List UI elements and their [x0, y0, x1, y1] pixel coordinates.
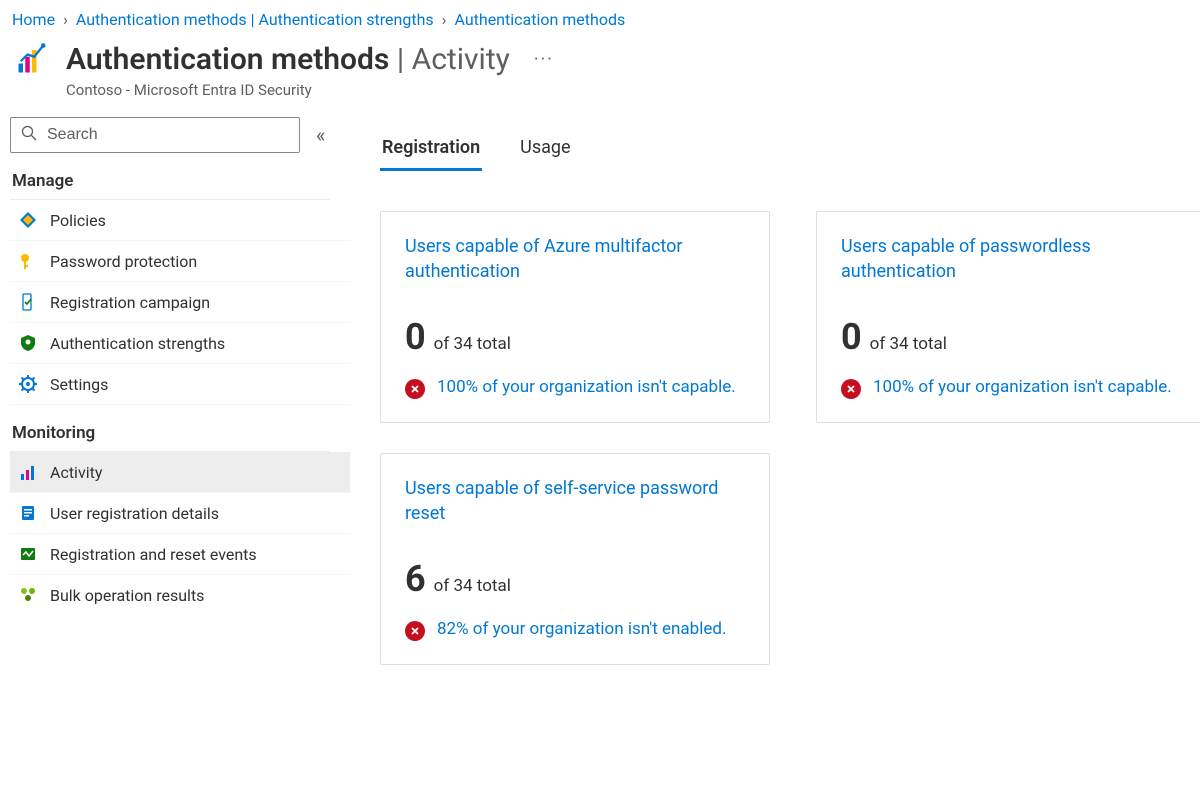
title-separator: | — [393, 42, 408, 77]
breadcrumb-item-auth-strengths[interactable]: Authentication methods | Authentication … — [76, 10, 434, 29]
phone-check-icon — [18, 292, 38, 312]
tab-registration[interactable]: Registration — [380, 133, 482, 171]
card-total: of 34 total — [434, 576, 511, 596]
sidebar-item-label: Authentication strengths — [50, 334, 225, 353]
chevron-right-icon: › — [442, 10, 447, 29]
status-text-link[interactable]: 100% of your organization isn't capable. — [873, 376, 1172, 400]
card-status: 100% of your organization isn't capable. — [405, 376, 745, 400]
page-subtitle: Activity — [412, 42, 510, 77]
breadcrumb-item-home[interactable]: Home — [12, 10, 55, 29]
sidebar: « Manage Policies Password protection Re… — [0, 113, 350, 797]
card-count-row: 0 of 34 total — [841, 286, 1181, 376]
card-count: 6 — [405, 558, 426, 600]
sidebar-item-label: User registration details — [50, 504, 219, 523]
error-icon — [841, 379, 861, 399]
tab-usage[interactable]: Usage — [518, 133, 572, 171]
sidebar-item-bulk-operation-results[interactable]: Bulk operation results — [10, 575, 350, 615]
search-box[interactable] — [10, 117, 300, 153]
card-total: of 34 total — [870, 334, 947, 354]
card-status: 100% of your organization isn't capable. — [841, 376, 1181, 400]
sidebar-section-monitoring: Monitoring — [10, 405, 330, 452]
card-title-link[interactable]: Users capable of passwordless authentica… — [841, 234, 1181, 286]
card-count-row: 0 of 34 total — [405, 286, 745, 376]
sidebar-item-settings[interactable]: Settings — [10, 364, 350, 405]
sidebar-item-label: Bulk operation results — [50, 586, 204, 605]
sidebar-item-policies[interactable]: Policies — [10, 200, 350, 241]
card-status: 82% of your organization isn't enabled. — [405, 618, 745, 642]
sidebar-item-user-registration-details[interactable]: User registration details — [10, 493, 350, 534]
search-icon — [21, 125, 37, 145]
card-count: 0 — [841, 316, 862, 358]
card-mfa-capable: Users capable of Azure multifactor authe… — [380, 211, 770, 423]
page-title-row: Authentication methods | Activity ··· — [0, 33, 1200, 81]
policies-icon — [18, 210, 38, 230]
sidebar-item-label: Registration and reset events — [50, 545, 257, 564]
search-input[interactable] — [45, 125, 289, 145]
sidebar-item-label: Registration campaign — [50, 293, 210, 312]
status-text-link[interactable]: 82% of your organization isn't enabled. — [437, 618, 726, 642]
card-sspr-capable: Users capable of self-service password r… — [380, 453, 770, 665]
error-icon — [405, 621, 425, 641]
gear-icon — [18, 374, 38, 394]
card-total: of 34 total — [434, 334, 511, 354]
doc-icon — [18, 503, 38, 523]
cards-grid: Users capable of Azure multifactor authe… — [380, 171, 1200, 665]
sidebar-item-activity[interactable]: Activity — [10, 452, 350, 493]
card-title-link[interactable]: Users capable of self-service password r… — [405, 476, 745, 528]
sidebar-item-authentication-strengths[interactable]: Authentication strengths — [10, 323, 350, 364]
sidebar-item-label: Activity — [50, 463, 102, 482]
page-title: Authentication methods — [66, 42, 389, 77]
sidebar-item-label: Password protection — [50, 252, 197, 271]
error-icon — [405, 379, 425, 399]
card-count-row: 6 of 34 total — [405, 528, 745, 618]
sidebar-item-registration-campaign[interactable]: Registration campaign — [10, 282, 350, 323]
card-title-link[interactable]: Users capable of Azure multifactor authe… — [405, 234, 745, 286]
status-text-link[interactable]: 100% of your organization isn't capable. — [437, 376, 736, 400]
card-count: 0 — [405, 316, 426, 358]
main-content: Registration Usage Users capable of Azur… — [350, 113, 1200, 797]
breadcrumb: Home › Authentication methods | Authenti… — [0, 0, 1200, 33]
page-title-text: Authentication methods | Activity — [66, 42, 510, 77]
tabs: Registration Usage — [380, 133, 1200, 171]
shield-icon — [18, 333, 38, 353]
card-passwordless-capable: Users capable of passwordless authentica… — [816, 211, 1200, 423]
more-actions-button[interactable]: ··· — [524, 49, 564, 70]
sidebar-section-manage: Manage — [10, 153, 330, 200]
breadcrumb-item-auth-methods[interactable]: Authentication methods — [454, 10, 625, 29]
sidebar-item-registration-reset-events[interactable]: Registration and reset events — [10, 534, 350, 575]
chart-icon — [18, 462, 38, 482]
sidebar-item-label: Settings — [50, 375, 108, 394]
collapse-sidebar-button[interactable]: « — [316, 123, 325, 147]
chevron-right-icon: › — [63, 10, 68, 29]
sidebar-item-password-protection[interactable]: Password protection — [10, 241, 350, 282]
key-icon — [18, 251, 38, 271]
bulk-icon — [18, 585, 38, 605]
org-subtitle: Contoso - Microsoft Entra ID Security — [0, 81, 1200, 113]
events-icon — [18, 544, 38, 564]
sidebar-item-label: Policies — [50, 211, 106, 230]
auth-methods-icon — [12, 39, 52, 79]
